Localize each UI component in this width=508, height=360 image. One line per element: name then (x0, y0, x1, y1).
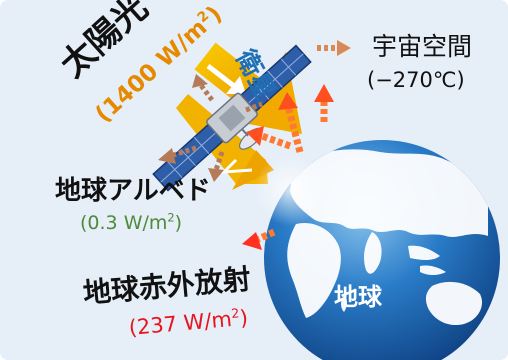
satellite-heat-arrow-up (192, 74, 214, 102)
satellite-icon (152, 44, 312, 192)
albedo-label: 地球アルベド (55, 176, 211, 206)
direction-arrow-down (206, 64, 246, 94)
satellite-heat-arrow-right (245, 101, 263, 113)
albedo-flux-label: (0.3 W/m2) (80, 210, 183, 234)
space-label: 宇宙空間 (372, 32, 473, 61)
albedo-flux-value: 0.3 (87, 212, 118, 234)
infrared-flux-exp: 2 (230, 305, 240, 321)
direction-arrow-up (220, 158, 253, 174)
earth-label: 地球 (334, 283, 382, 311)
space-arrow (317, 40, 351, 56)
space-temperature-label: (−270℃) (367, 68, 465, 92)
albedo-flux-unit: W/m (123, 212, 168, 234)
albedo-flux-exp: 2 (167, 210, 175, 225)
infrared-flux-unit: W/m (182, 307, 233, 336)
earth-globe (264, 140, 500, 360)
satellite-heat-arrow-left (158, 145, 197, 164)
earth-albedo-glow (254, 154, 326, 226)
earth-continents (287, 149, 488, 326)
infrared-flux-value: 237 (135, 311, 179, 340)
earth-infrared-arrows (242, 84, 334, 250)
satellite-heat-arrow-down (208, 151, 225, 182)
